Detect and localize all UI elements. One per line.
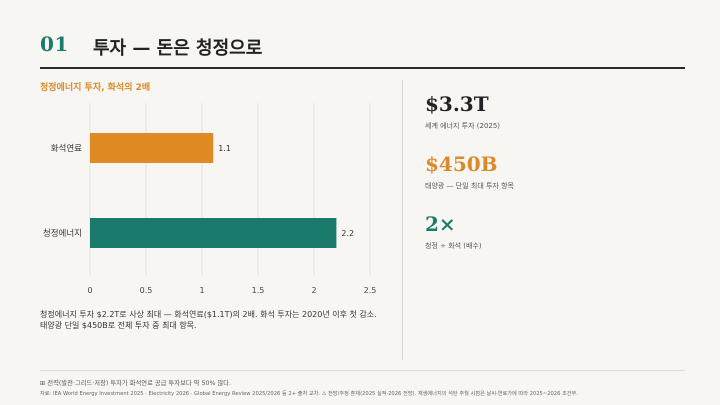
bar-fossil bbox=[90, 133, 214, 163]
column-divider bbox=[402, 80, 403, 360]
stat-clean-fossil-ratio: 2× 청정 ÷ 화석 (배수) bbox=[425, 213, 482, 251]
x-tick-label: 2 bbox=[311, 286, 316, 295]
x-tick-label: 1 bbox=[199, 286, 204, 295]
source-text: 자료: IEA World Energy Investment 2025 · E… bbox=[40, 391, 578, 397]
stat-label: 태양광 — 단일 최대 투자 항목 bbox=[425, 182, 514, 190]
page-title: 투자 — 돈은 청정으로 bbox=[93, 38, 263, 59]
stat-label: 청정 ÷ 화석 (배수) bbox=[425, 242, 482, 250]
x-tick-label: 1.5 bbox=[252, 286, 265, 295]
caption-line-1: 청정에너지 투자 $2.2T로 사상 최대 — 화석연료($1.1T)의 2배.… bbox=[40, 310, 377, 319]
data-label: 1.1 bbox=[218, 144, 231, 153]
x-tick-label: 0.5 bbox=[140, 286, 153, 295]
stat-value: $450B bbox=[425, 152, 498, 176]
chart-title: 청정에너지 투자, 화석의 2배 bbox=[40, 83, 151, 93]
category-label: 화석연료 bbox=[51, 143, 82, 154]
bar-clean bbox=[90, 218, 337, 248]
x-tick-label: 2.5 bbox=[364, 286, 377, 295]
stat-solar-investment: $450B 태양광 — 단일 최대 투자 항목 bbox=[425, 153, 514, 191]
x-tick-label: 0 bbox=[87, 286, 92, 295]
data-label: 2.2 bbox=[341, 229, 354, 238]
stat-value: $3.3T bbox=[425, 92, 489, 116]
chart-caption: 청정에너지 투자 $2.2T로 사상 최대 — 화석연료($1.1T)의 2배.… bbox=[40, 309, 400, 331]
bar-chart: 0 0.5 1 1.5 2 2.5 화석연료 1.1 청정에너지 2.2 bbox=[43, 103, 377, 295]
stat-value: 2× bbox=[425, 212, 456, 236]
stat-label: 세계 에너지 투자 (2025) bbox=[425, 122, 501, 130]
section-number: 01 bbox=[40, 32, 69, 56]
footer-divider bbox=[40, 370, 685, 371]
footer-note: ⊞ 전력(발전·그리드·저장) 투자가 화석연료 공급 투자보다 약 50% 많… bbox=[40, 380, 232, 387]
caption-line-2: 태양광 단일 $450B로 전체 투자 중 최대 항목. bbox=[40, 321, 197, 330]
stat-world-investment: $3.3T 세계 에너지 투자 (2025) bbox=[425, 93, 500, 131]
category-label: 청정에너지 bbox=[43, 228, 82, 239]
header-divider bbox=[40, 67, 685, 69]
